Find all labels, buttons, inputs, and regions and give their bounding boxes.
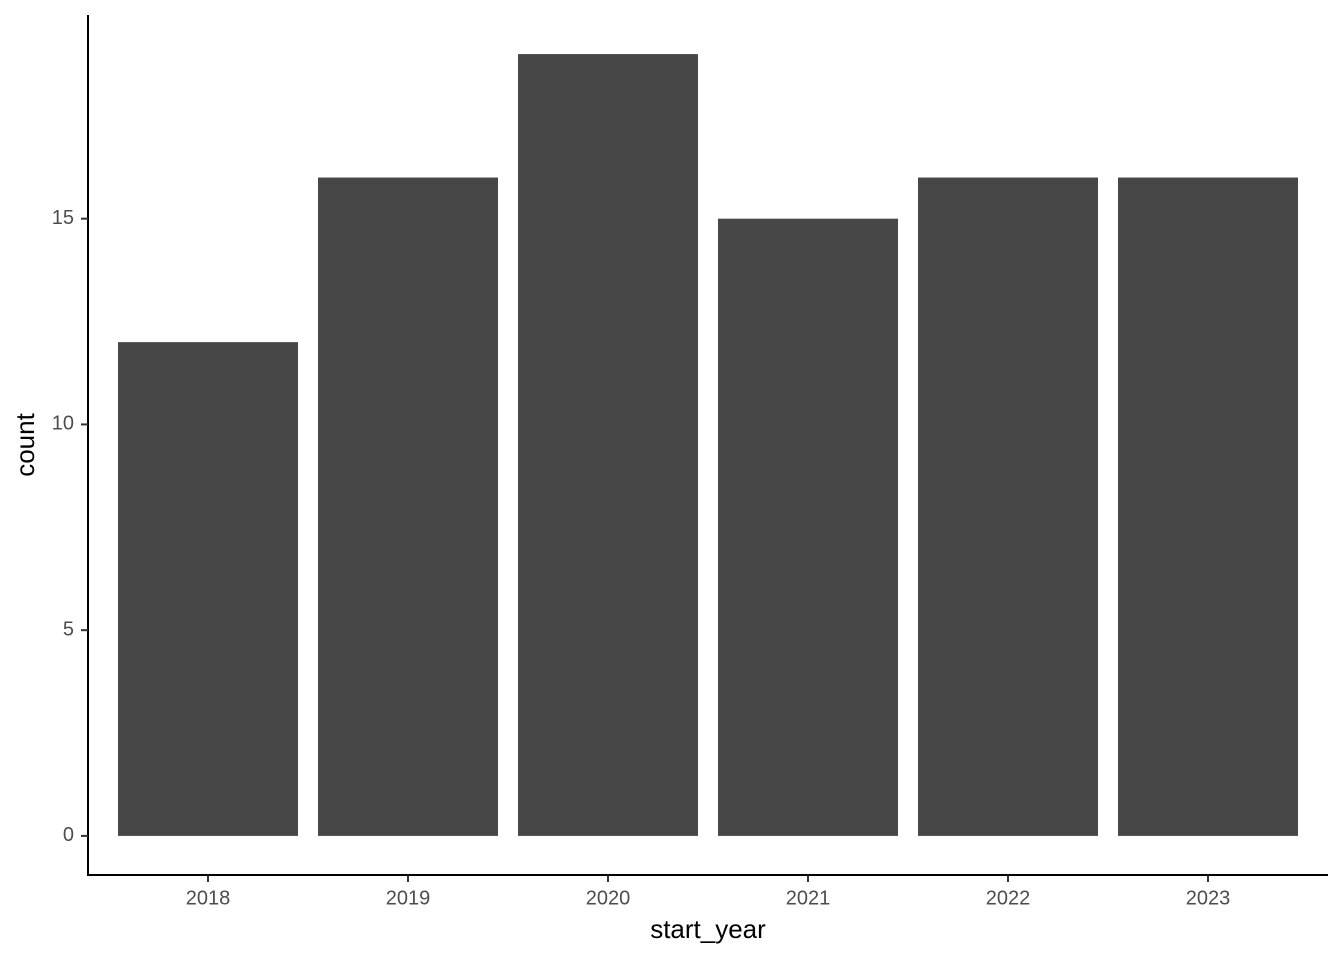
y-axis-title: count [10,412,40,476]
x-tick-label: 2021 [786,887,831,909]
x-axis-title: start_year [650,914,766,944]
x-tick-label: 2019 [386,887,431,909]
x-tick-label: 2020 [586,887,631,909]
y-tick-label: 5 [63,618,74,640]
bar [518,54,698,836]
y-tick-label: 15 [52,207,74,229]
bar [1118,177,1298,836]
bar [318,177,498,836]
x-tick-label: 2022 [986,887,1031,909]
bar [118,342,298,836]
x-tick-label: 2023 [1186,887,1231,909]
y-tick-label: 10 [52,413,74,435]
x-tick-label: 2018 [186,887,231,909]
y-tick-label: 0 [63,824,74,846]
bar [918,177,1098,836]
bar [718,218,898,836]
